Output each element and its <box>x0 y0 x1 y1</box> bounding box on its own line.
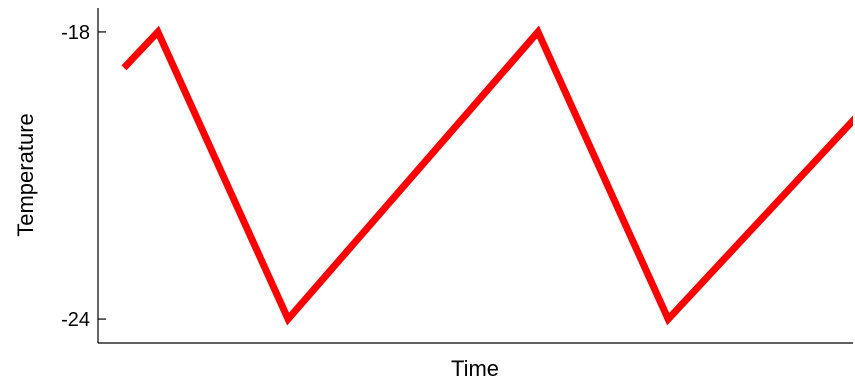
y-tick-label: -18 <box>61 22 90 44</box>
series-group <box>121 25 853 326</box>
y-ticks: -18 -24 <box>61 22 106 331</box>
x-axis-label: Time <box>451 356 499 381</box>
y-axis-label: Temperature <box>13 113 38 237</box>
y-tick-label: -24 <box>61 309 90 331</box>
series-line <box>121 25 853 326</box>
